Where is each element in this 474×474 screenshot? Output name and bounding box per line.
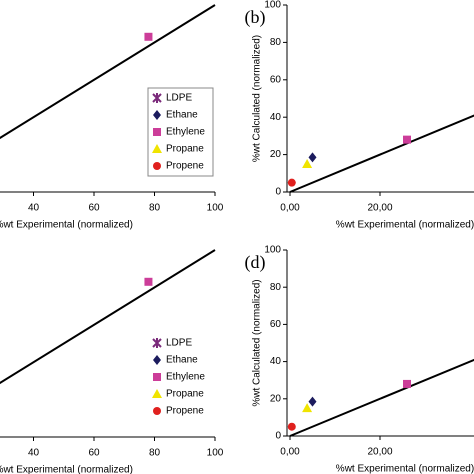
legend-marker bbox=[153, 162, 161, 170]
x-tick-label: 60 bbox=[88, 203, 100, 214]
x-axis-label: %wt Experimental (normalized) bbox=[0, 220, 133, 231]
legend-marker bbox=[152, 338, 162, 348]
legend-label: Propene bbox=[166, 406, 204, 417]
x-tick-label: 0,00 bbox=[280, 447, 300, 458]
point bbox=[403, 379, 411, 388]
y-tick-label: 40 bbox=[270, 356, 282, 367]
x-axis-label: %wt Experimental (normalized) bbox=[0, 465, 133, 474]
x-tick-label: 60 bbox=[88, 448, 100, 459]
x-tick-label: 100 bbox=[207, 203, 224, 214]
x-tick-label: 80 bbox=[149, 448, 161, 459]
reference-line bbox=[289, 358, 474, 437]
y-tick-label: 80 bbox=[270, 37, 282, 48]
y-tick-label: 60 bbox=[270, 319, 282, 330]
panel: 40 60 80 100 %wt Experimental (normalized) LD… bbox=[0, 249, 224, 474]
legend-label: Ethane bbox=[166, 110, 198, 121]
y-tick-label: 0 bbox=[275, 187, 281, 198]
y-tick-label: 20 bbox=[270, 393, 282, 404]
y-tick-label: 80 bbox=[270, 282, 282, 293]
legend-marker bbox=[152, 93, 162, 103]
point bbox=[308, 152, 317, 163]
x-tick-label: 40 bbox=[28, 203, 40, 214]
point bbox=[287, 178, 296, 187]
point bbox=[302, 158, 313, 168]
legend-label: Propane bbox=[166, 144, 204, 155]
point bbox=[144, 277, 153, 286]
y-tick-label: 20 bbox=[270, 149, 282, 160]
x-tick-label: 80 bbox=[149, 203, 161, 214]
legend-label: Propane bbox=[166, 389, 204, 400]
legend-marker bbox=[152, 144, 162, 153]
panel-label: (b) bbox=[245, 7, 266, 28]
point bbox=[308, 396, 317, 407]
x-tick-label: 100 bbox=[207, 448, 224, 459]
legend-marker bbox=[153, 373, 161, 381]
x-axis-label: %wt Experimental (normalized) bbox=[336, 464, 474, 474]
point bbox=[302, 403, 313, 413]
reference-line bbox=[0, 4, 216, 140]
y-tick-label: 100 bbox=[264, 245, 281, 256]
legend-label: Ethane bbox=[166, 355, 198, 366]
panel-label: (d) bbox=[245, 252, 266, 273]
y-tick-label: 100 bbox=[264, 0, 281, 11]
legend-marker bbox=[153, 407, 161, 415]
reference-line bbox=[289, 114, 474, 193]
legend-label: Ethylene bbox=[166, 127, 205, 138]
x-tick-label: 20,00 bbox=[367, 203, 392, 214]
point bbox=[287, 422, 296, 431]
y-tick-label: 60 bbox=[270, 74, 282, 85]
y-axis-label: %wt Calculated (normalized) bbox=[252, 35, 263, 162]
legend-label: Propene bbox=[166, 161, 204, 172]
legend-marker bbox=[153, 128, 161, 136]
x-tick-label: 40 bbox=[28, 448, 40, 459]
panel: 0,00 20,00 0 20 40 60 80 100 %wt Experimental (n… bbox=[245, 0, 474, 231]
x-tick-label: 20,00 bbox=[367, 447, 392, 458]
point bbox=[403, 135, 411, 144]
legend-label: LDPE bbox=[166, 93, 192, 104]
panel: 40 60 80 100 %wt Experimental (normalized) LD… bbox=[0, 4, 224, 231]
panel: 0,00 20,00 0 20 40 60 80 100 %wt Experimental (n… bbox=[245, 245, 474, 474]
reference-line bbox=[0, 249, 216, 385]
legend-marker bbox=[152, 389, 162, 398]
y-tick-label: 40 bbox=[270, 112, 282, 123]
legend-label: LDPE bbox=[166, 338, 192, 349]
legend-label: Ethylene bbox=[166, 372, 205, 383]
y-tick-label: 0 bbox=[275, 431, 281, 442]
legend-marker bbox=[153, 110, 161, 120]
y-axis-label: %wt Calculated (normalized) bbox=[252, 279, 263, 406]
point bbox=[144, 32, 153, 41]
x-axis-label: %wt Experimental (normalized) bbox=[336, 220, 474, 231]
x-tick-label: 0,00 bbox=[280, 203, 300, 214]
legend-marker bbox=[153, 355, 161, 365]
